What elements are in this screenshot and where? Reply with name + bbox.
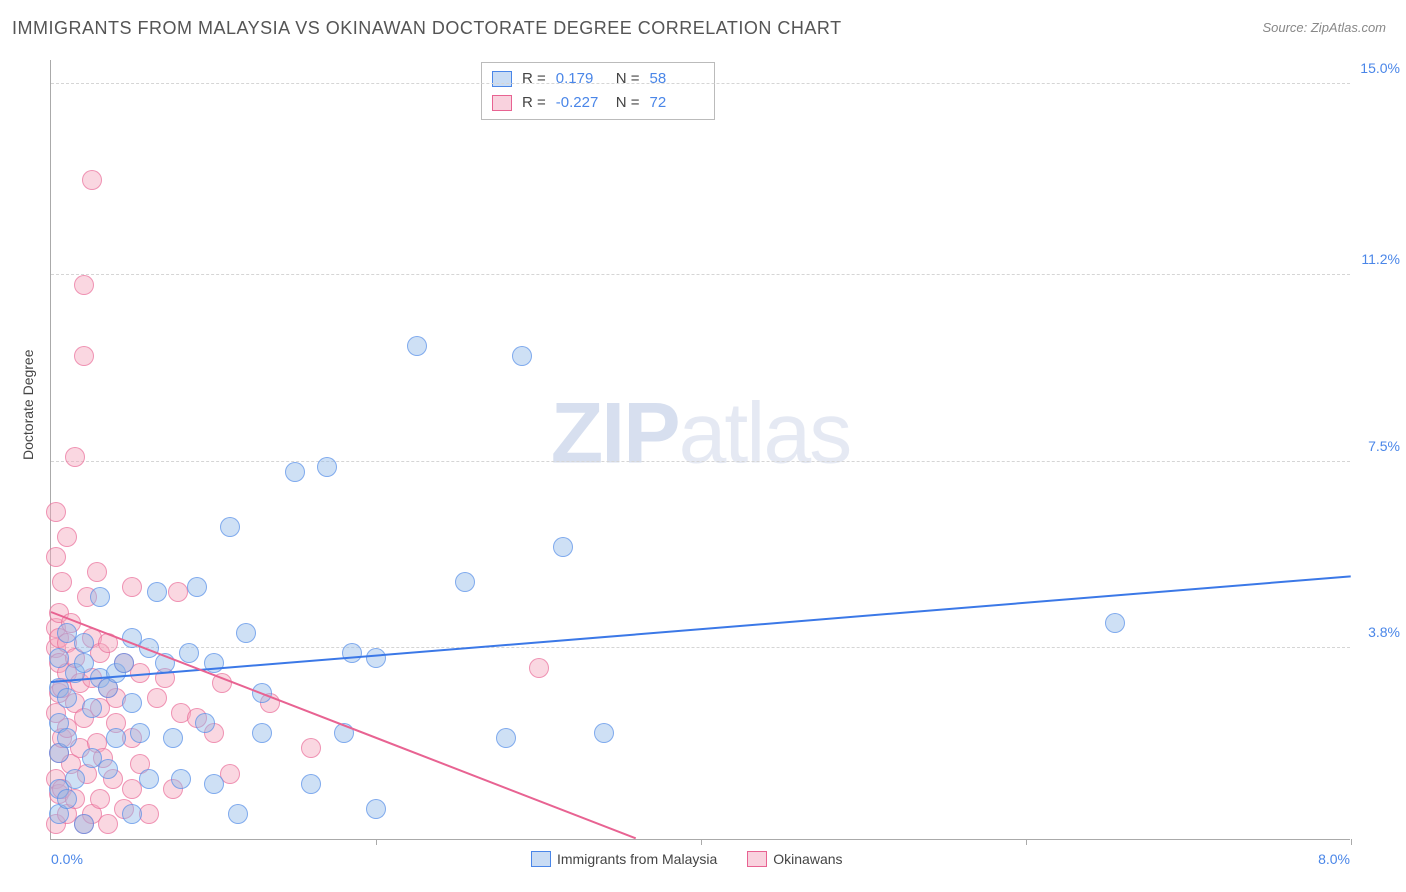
scatter-point-blue [147, 582, 167, 602]
scatter-point-pink [98, 814, 118, 834]
scatter-point-blue [90, 587, 110, 607]
scatter-point-blue [236, 623, 256, 643]
scatter-point-blue [407, 336, 427, 356]
stats-n-label-blue: N = [616, 67, 640, 91]
scatter-point-blue [366, 799, 386, 819]
scatter-point-blue [49, 648, 69, 668]
scatter-point-blue [57, 688, 77, 708]
stats-r-value-blue: 0.179 [556, 67, 606, 91]
watermark: ZIPatlas [551, 384, 850, 483]
y-tick-label: 15.0% [1360, 60, 1400, 76]
scatter-point-blue [82, 698, 102, 718]
scatter-point-pink [529, 658, 549, 678]
stats-r-label-pink: R = [522, 91, 546, 115]
y-tick-label: 7.5% [1368, 438, 1400, 454]
scatter-point-blue [252, 723, 272, 743]
gridline [51, 461, 1350, 462]
scatter-point-blue [553, 537, 573, 557]
x-tick-mark [701, 839, 702, 845]
source-credit: Source: ZipAtlas.com [1262, 20, 1386, 35]
scatter-point-pink [147, 688, 167, 708]
scatter-point-blue [301, 774, 321, 794]
scatter-point-blue [187, 577, 207, 597]
scatter-point-blue [455, 572, 475, 592]
scatter-point-blue [512, 346, 532, 366]
scatter-point-pink [46, 547, 66, 567]
x-tick-mark [1026, 839, 1027, 845]
y-axis-title: Doctorate Degree [20, 349, 36, 460]
legend-label-blue: Immigrants from Malaysia [557, 851, 717, 867]
scatter-point-blue [220, 517, 240, 537]
scatter-point-pink [57, 527, 77, 547]
scatter-point-blue [98, 759, 118, 779]
gridline [51, 274, 1350, 275]
scatter-point-blue [228, 804, 248, 824]
x-max-label: 8.0% [1318, 851, 1350, 867]
scatter-point-blue [366, 648, 386, 668]
scatter-point-blue [285, 462, 305, 482]
scatter-point-blue [195, 713, 215, 733]
stats-box: R = 0.179 N = 58 R = -0.227 N = 72 [481, 62, 715, 120]
scatter-point-blue [57, 728, 77, 748]
x-tick-mark [1351, 839, 1352, 845]
scatter-point-blue [106, 728, 126, 748]
scatter-point-blue [171, 769, 191, 789]
scatter-point-pink [74, 346, 94, 366]
scatter-point-blue [179, 643, 199, 663]
scatter-point-pink [82, 170, 102, 190]
scatter-point-blue [122, 804, 142, 824]
gridline [51, 83, 1350, 84]
x-tick-mark [376, 839, 377, 845]
stats-r-value-pink: -0.227 [556, 91, 606, 115]
scatter-point-pink [168, 582, 188, 602]
scatter-point-blue [317, 457, 337, 477]
scatter-point-blue [139, 769, 159, 789]
legend-item-blue: Immigrants from Malaysia [531, 851, 717, 867]
scatter-point-blue [496, 728, 516, 748]
scatter-point-blue [114, 653, 134, 673]
scatter-point-blue [74, 633, 94, 653]
legend-swatch-blue-icon [531, 851, 551, 867]
scatter-point-blue [130, 723, 150, 743]
swatch-pink-icon [492, 95, 512, 111]
scatter-point-blue [65, 769, 85, 789]
y-tick-label: 3.8% [1368, 624, 1400, 640]
stats-row-blue: R = 0.179 N = 58 [492, 67, 700, 91]
scatter-point-pink [65, 447, 85, 467]
scatter-point-pink [74, 275, 94, 295]
scatter-point-blue [204, 774, 224, 794]
bottom-legend: Immigrants from Malaysia Okinawans [531, 851, 843, 867]
scatter-point-blue [74, 653, 94, 673]
scatter-point-blue [74, 814, 94, 834]
y-tick-label: 11.2% [1361, 251, 1400, 267]
watermark-zip: ZIP [551, 385, 679, 481]
scatter-point-blue [1105, 613, 1125, 633]
scatter-point-blue [122, 693, 142, 713]
stats-n-label-pink: N = [616, 91, 640, 115]
legend-label-pink: Okinawans [773, 851, 842, 867]
scatter-point-pink [301, 738, 321, 758]
scatter-point-blue [163, 728, 183, 748]
scatter-point-pink [122, 577, 142, 597]
stats-row-pink: R = -0.227 N = 72 [492, 91, 700, 115]
scatter-point-blue [594, 723, 614, 743]
stats-n-value-blue: 58 [650, 67, 700, 91]
scatter-point-pink [90, 789, 110, 809]
swatch-blue-icon [492, 71, 512, 87]
stats-r-label-blue: R = [522, 67, 546, 91]
legend-swatch-pink-icon [747, 851, 767, 867]
legend-item-pink: Okinawans [747, 851, 842, 867]
gridline [51, 647, 1350, 648]
scatter-point-pink [52, 572, 72, 592]
plot-area: ZIPatlas R = 0.179 N = 58 R = -0.227 N =… [50, 60, 1350, 840]
scatter-point-blue [57, 789, 77, 809]
stats-n-value-pink: 72 [650, 91, 700, 115]
scatter-point-pink [87, 562, 107, 582]
x-origin-label: 0.0% [51, 851, 83, 867]
scatter-point-blue [342, 643, 362, 663]
scatter-point-pink [46, 502, 66, 522]
watermark-atlas: atlas [679, 385, 851, 481]
chart-title: IMMIGRANTS FROM MALAYSIA VS OKINAWAN DOC… [12, 18, 842, 39]
